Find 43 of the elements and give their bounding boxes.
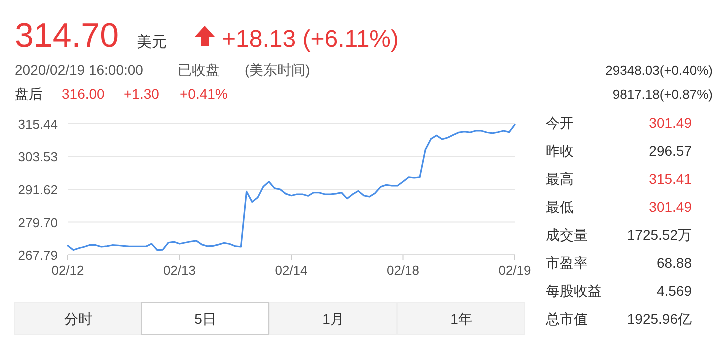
text: 301.49 bbox=[649, 199, 692, 215]
text: 5日 bbox=[194, 311, 216, 327]
y-tick-label: 291.62 bbox=[18, 182, 58, 198]
line-series bbox=[67, 124, 516, 252]
text: 1年 bbox=[450, 311, 472, 327]
text: 1725.52万 bbox=[627, 227, 692, 243]
y-tick-label: 267.79 bbox=[18, 248, 58, 263]
text: 1月 bbox=[322, 311, 344, 327]
y-tick-label: 303.53 bbox=[18, 150, 58, 165]
text: 68.88 bbox=[656, 255, 692, 271]
text: 315.41 bbox=[649, 171, 692, 187]
x-tick-label: 02/12 bbox=[52, 263, 84, 278]
y-tick-label: 315.44 bbox=[18, 117, 58, 132]
text: 分时 bbox=[64, 311, 92, 327]
text: 316.00 bbox=[62, 86, 106, 102]
x-tick-label: 02/19 bbox=[498, 263, 532, 278]
text: 296.57 bbox=[649, 143, 692, 159]
text: 今开 bbox=[546, 115, 574, 131]
text: +0.41% bbox=[180, 86, 228, 102]
text: 昨收 bbox=[546, 143, 574, 159]
text: (美东时间) bbox=[245, 62, 310, 78]
text: +1.30 bbox=[124, 86, 160, 102]
text: 301.49 bbox=[649, 115, 692, 131]
text: 最低 bbox=[546, 199, 574, 215]
x-tick-label: 02/18 bbox=[386, 263, 420, 278]
text: 29348.03(+0.40%) bbox=[606, 63, 713, 78]
text: 4.569 bbox=[656, 283, 692, 299]
text: 1925.96亿 bbox=[627, 311, 692, 327]
text: +18.13 (+6.11%) bbox=[222, 26, 400, 53]
text: 每股收益 bbox=[546, 283, 602, 299]
text: 9817.18(+0.87%) bbox=[612, 87, 713, 102]
text: 美元 bbox=[137, 34, 167, 51]
text: 成交量 bbox=[546, 227, 588, 243]
text: 盘后 bbox=[15, 86, 43, 102]
text: 总市值 bbox=[545, 311, 588, 327]
text: 市盈率 bbox=[546, 255, 588, 271]
x-tick-label: 02/14 bbox=[275, 263, 308, 278]
text: 314.70 bbox=[15, 17, 119, 55]
text: 2020/02/19 16:00:00 bbox=[15, 62, 144, 78]
text: 最高 bbox=[546, 171, 574, 187]
x-tick-label: 02/13 bbox=[163, 263, 196, 278]
y-tick-label: 279.70 bbox=[18, 215, 58, 230]
text: 已收盘 bbox=[178, 62, 220, 78]
